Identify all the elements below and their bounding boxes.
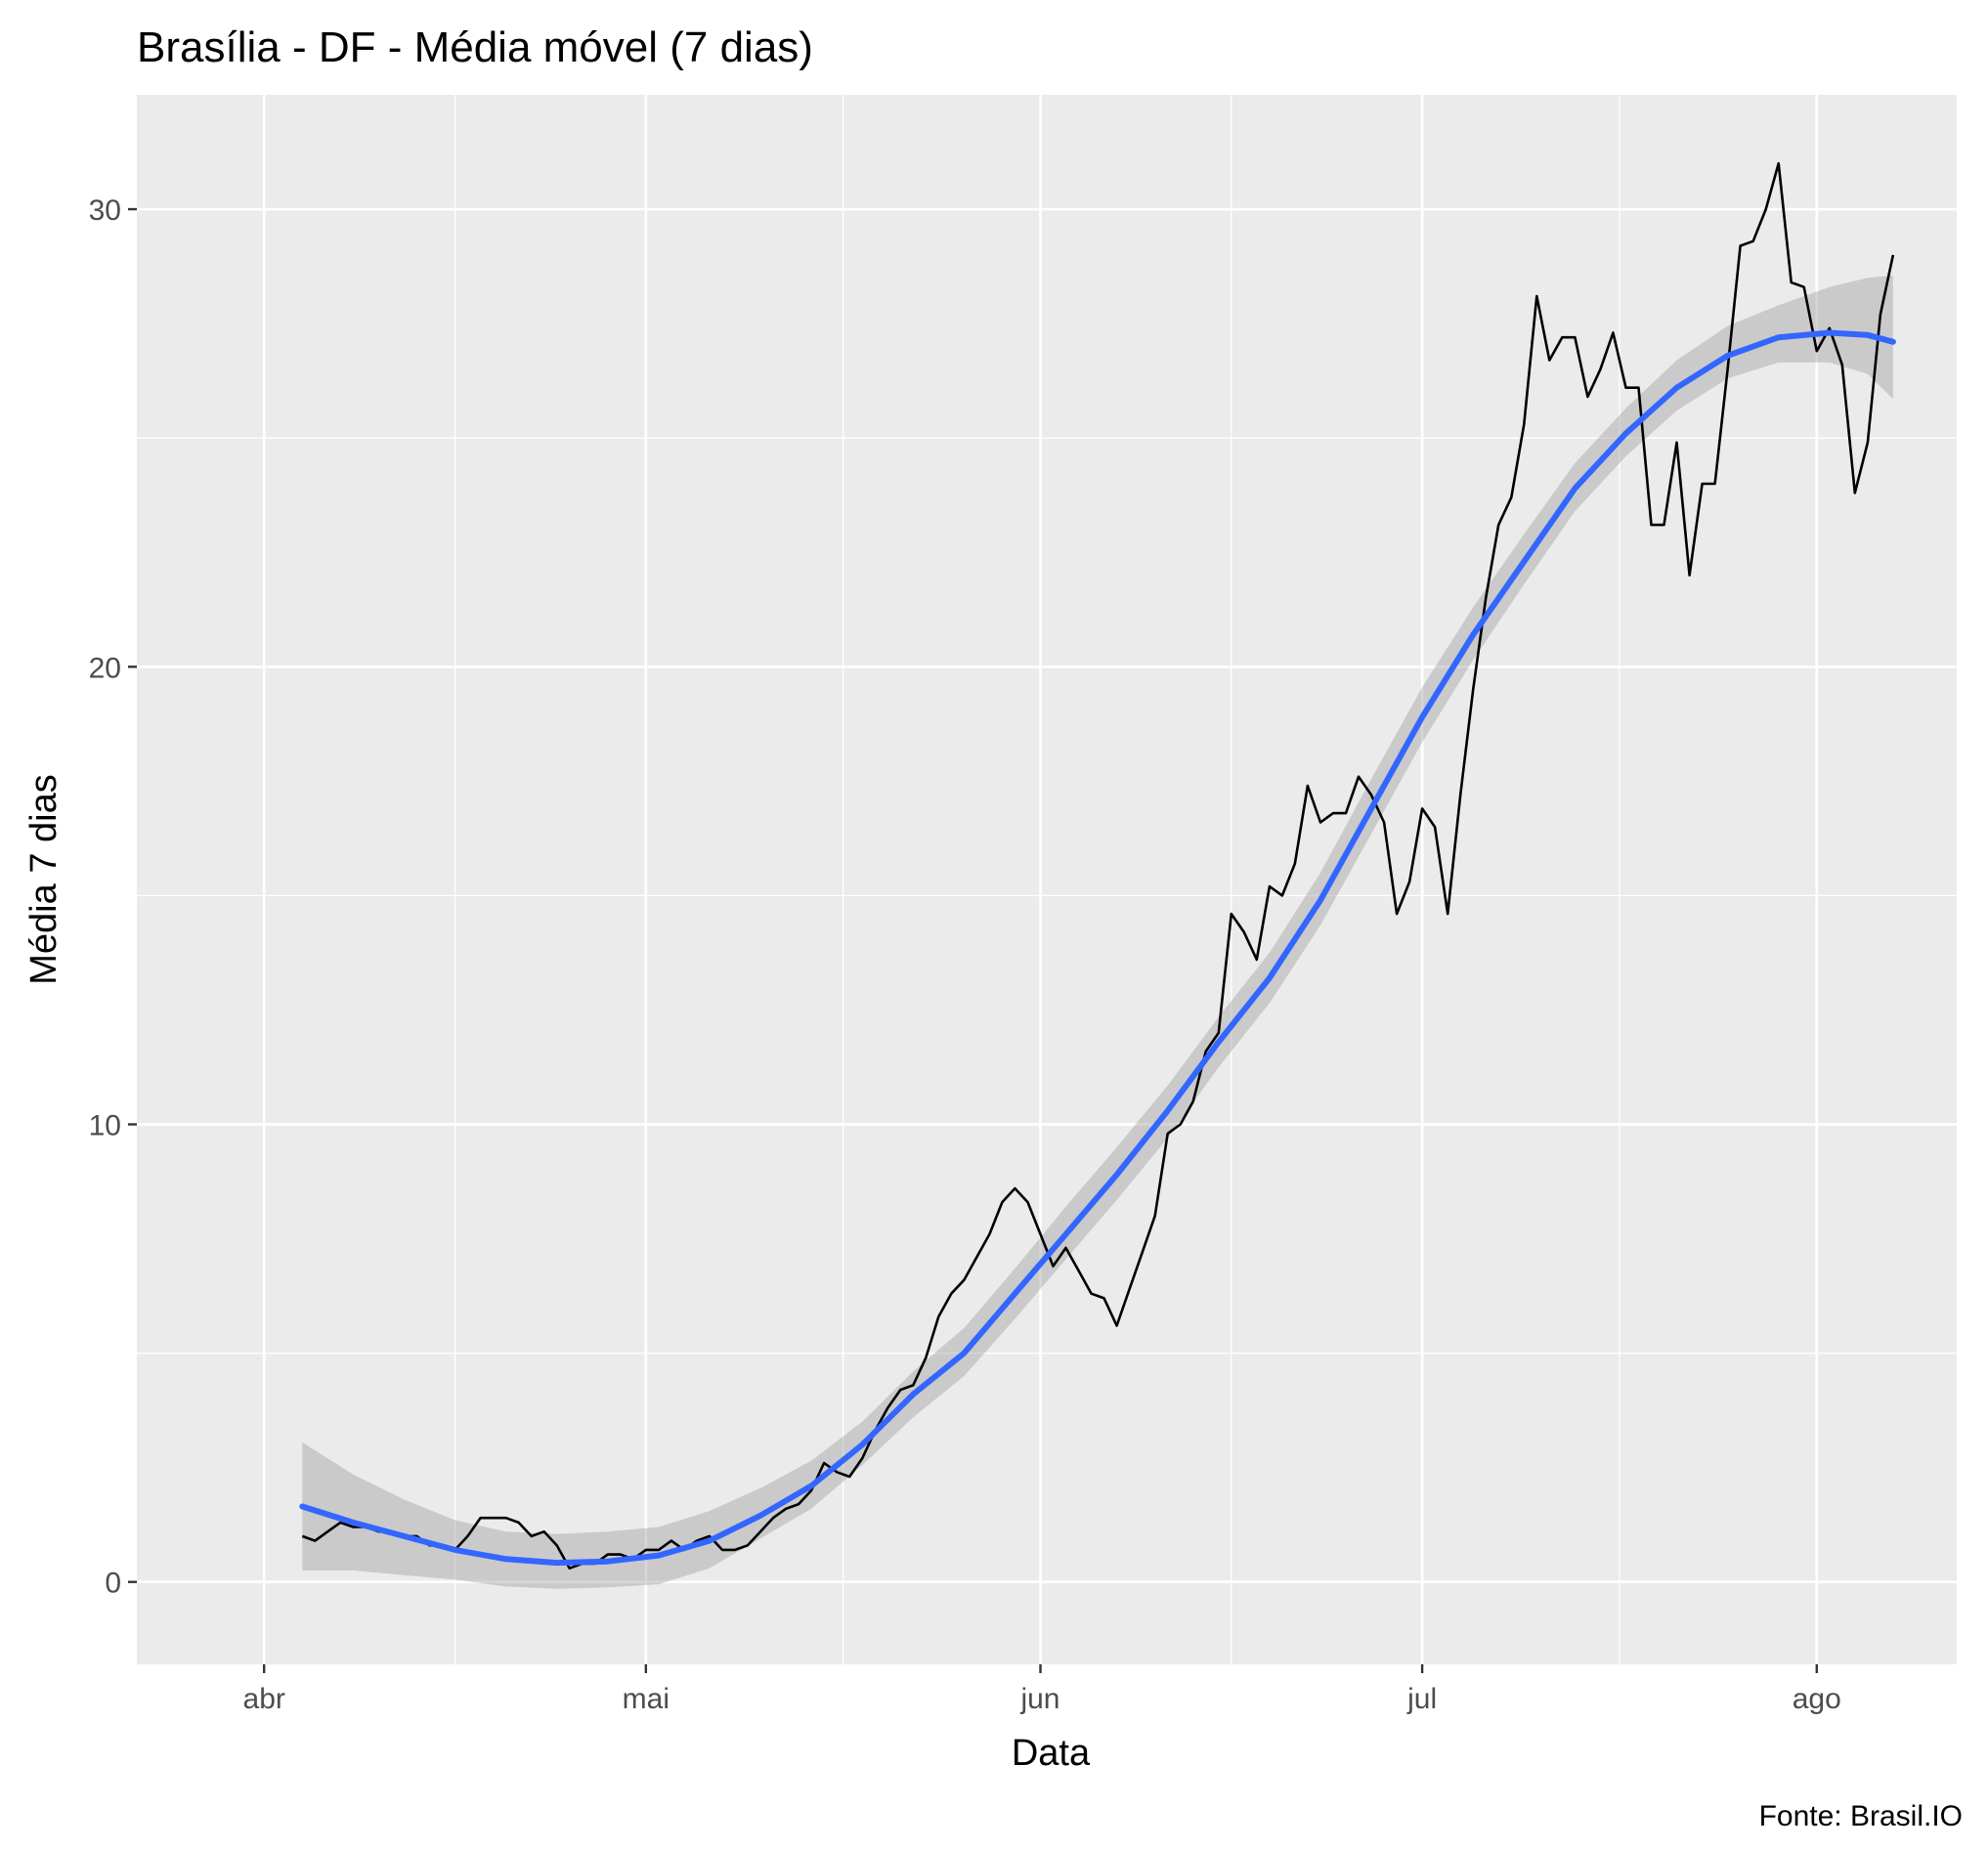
- y-axis-title: Média 7 dias: [23, 774, 65, 984]
- y-tick-label: 20: [89, 652, 121, 684]
- x-tick-label: abr: [243, 1683, 285, 1715]
- y-tick-label: 10: [89, 1109, 121, 1141]
- major-gridlines: [137, 95, 1957, 1664]
- x-axis: abr mai jun jul ago: [243, 1664, 1841, 1715]
- smooth-trend-line: [299, 329, 1896, 1567]
- x-tick-label: jul: [1406, 1683, 1437, 1715]
- y-tick-label: 30: [89, 194, 121, 227]
- x-axis-title: Data: [1012, 1733, 1091, 1774]
- chart-title: Brasília - DF - Média móvel (7 dias): [137, 23, 813, 71]
- y-axis: 0 10 20 30: [89, 194, 137, 1600]
- x-tick-label: mai: [623, 1683, 670, 1715]
- source-caption: Fonte: Brasil.IO: [1759, 1800, 1963, 1832]
- x-tick-label: ago: [1793, 1683, 1841, 1715]
- x-tick-label: jun: [1019, 1683, 1059, 1715]
- plot-panel: [137, 95, 1957, 1664]
- y-tick-label: 0: [105, 1568, 121, 1600]
